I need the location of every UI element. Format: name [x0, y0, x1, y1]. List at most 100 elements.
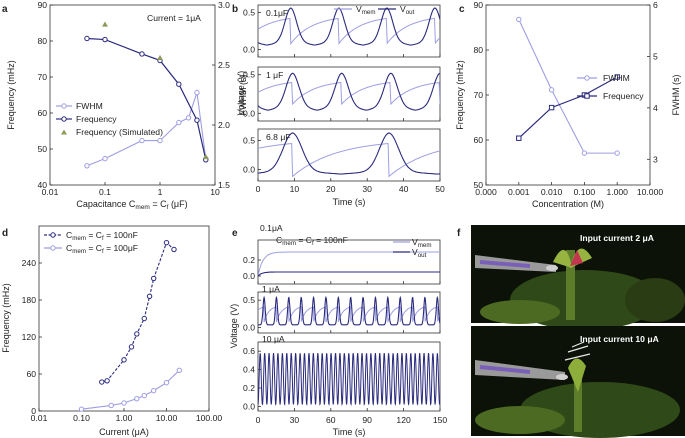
- b-xtick-label: 40: [399, 184, 409, 194]
- panel-d-series: [78, 239, 182, 412]
- legend-c-frequency-marker: [584, 93, 590, 99]
- legend-simulated-marker: [61, 129, 67, 135]
- legend-d-100nf-marker: [50, 232, 56, 238]
- legend-frequency-marker: [61, 116, 67, 122]
- simulated-point: [202, 153, 209, 160]
- panel-c: c 0.000 0.001 0.010 0.100 1.000 10.000 50 60 70 8…: [455, 0, 681, 209]
- c-xtick-label: 0.100: [574, 187, 596, 197]
- e-xtick-label: 30: [290, 415, 300, 425]
- panel-e: e 0.00.20.00.50.00.20.40.60 30 60 90 120 150 …: [229, 223, 447, 437]
- d-100uf-point: [78, 406, 85, 412]
- legend-e-vout-label: Vout: [412, 247, 427, 259]
- plant-photo-bottom: Input current 10 μA: [471, 326, 685, 438]
- e-ytick-label: 0.0: [243, 323, 255, 333]
- b-ytick-label: 0.5: [243, 70, 255, 80]
- c-xtick-label: 10.000: [637, 187, 664, 197]
- d-100uf-point: [141, 392, 147, 399]
- b-xtick-label: 0: [256, 184, 261, 194]
- legend-simulated-label: Frequency (Simulated): [76, 127, 163, 137]
- frequency-point: [194, 117, 200, 123]
- d-100nf-point: [141, 315, 147, 322]
- frequency-line: [86, 37, 207, 160]
- panel-c-ticks: 0.000 0.001 0.010 0.100 1.000 10.000 50 60 70 80 9…: [473, 0, 663, 197]
- c-xtick-label: 1.000: [606, 187, 628, 197]
- c-ytick-label: 50: [473, 180, 483, 190]
- b-vout-trace: [258, 72, 440, 111]
- b-ytick-label: 0.0: [243, 45, 255, 55]
- legend-fwhm-marker: [61, 103, 67, 109]
- e-ytick-label: 0.5: [243, 295, 255, 305]
- c-fwhm-point: [516, 16, 522, 23]
- b-vmem-trace: [258, 142, 440, 178]
- panel-b-xlabel: Time (s): [333, 197, 366, 207]
- fwhm-point: [194, 89, 200, 96]
- c-frequency-point: [614, 74, 620, 80]
- fwhm-line: [86, 92, 207, 167]
- e-vout-trace: [258, 295, 440, 326]
- panel-a-series: [84, 21, 209, 169]
- d-100uf-point: [151, 387, 157, 394]
- a-ytick-label: 60: [37, 108, 47, 118]
- e-xtick-label: 150: [433, 415, 448, 425]
- d-100nf-point: [104, 378, 110, 384]
- d-100uf-point: [121, 400, 127, 406]
- a-xtick-label: 1: [158, 187, 163, 197]
- c-ytick-label: 70: [473, 90, 483, 100]
- a-xtick-label: 0.01: [42, 187, 59, 197]
- legend-frequency-label: Frequency: [76, 114, 117, 124]
- d-100uf-point: [108, 402, 114, 409]
- panel-b-sub1-frame: [257, 4, 441, 58]
- a-xtick-label: 0.1: [99, 187, 111, 197]
- b-xtick-label: 50: [435, 184, 445, 194]
- e-vout-trace: [258, 353, 440, 406]
- frequency-point: [176, 81, 182, 87]
- d-100nf-point: [151, 275, 157, 282]
- panel-a: a 0.01 0.1 1 10 40 50 60 70 80 90 1.5 2.0 2.5 3.0 Fre…: [2, 0, 248, 211]
- d-ytick-label: 60: [26, 369, 36, 379]
- e-xtick-label: 120: [396, 415, 411, 425]
- panel-c-series: [516, 16, 620, 156]
- legend-d-100uf-marker: [50, 245, 56, 251]
- c-y2tick-label: 3: [653, 154, 658, 164]
- d-100nf-point: [99, 379, 105, 385]
- legend-e-vmem-label: Vmem: [412, 237, 431, 249]
- fwhm-point: [176, 119, 182, 126]
- d-100uf-point: [134, 395, 140, 402]
- c-frequency-line: [518, 76, 618, 139]
- e-xtick-label: 90: [362, 415, 372, 425]
- c-xtick-label: 0.000: [475, 187, 497, 197]
- panel-e-series: [258, 251, 440, 406]
- panel-e-sub2-frame: [257, 291, 441, 334]
- b-ytick-label: 0.5: [243, 136, 255, 146]
- a-ytick-label: 90: [37, 0, 47, 10]
- panel-d-frame: [38, 225, 210, 412]
- a-ytick-label: 50: [37, 144, 47, 154]
- panel-e-legend: Vmem Vout: [393, 237, 431, 259]
- b-ytick-label: 0.5: [243, 7, 255, 17]
- d-ytick-label: 240: [22, 258, 37, 268]
- panel-d-ticks: 0.01 0.10 1.00 10.00 100.00 0 60 120 180 240: [22, 258, 223, 423]
- b-ytick-label: 0.0: [243, 164, 255, 174]
- b-vout-trace: [258, 132, 440, 175]
- panel-c-xlabel: Concentration (M): [532, 199, 604, 209]
- b-vmem-trace: [258, 17, 440, 45]
- panel-e-sub1-frame: [257, 239, 441, 285]
- panel-b-label-2: 1 μF: [266, 70, 283, 80]
- e-xtick-label: 60: [326, 415, 336, 425]
- d-xtick-label: 1.00: [116, 413, 133, 423]
- panel-e-sub3-frame: [257, 341, 441, 412]
- panel-e-label-3: 10 μA: [262, 334, 285, 344]
- panel-d-letter: d: [2, 228, 8, 239]
- panel-b-series: [258, 7, 440, 178]
- legend-d-100nf-label: Cmem = Cf = 100nF: [66, 230, 138, 242]
- legend-c-fwhm-marker: [584, 75, 590, 81]
- panel-a-legend: FWHM Frequency Frequency (Simulated): [56, 101, 163, 137]
- d-100nf-point: [121, 357, 127, 363]
- d-100nf-point: [146, 293, 153, 299]
- e-ytick-label: 0.4: [243, 365, 255, 375]
- legend-fwhm-label: FWHM: [76, 101, 103, 111]
- a-y2tick-label: 2.0: [218, 120, 230, 130]
- panel-a-y2label: FWHM (s): [238, 75, 248, 116]
- panel-d-xlabel: Current (μA): [99, 427, 149, 437]
